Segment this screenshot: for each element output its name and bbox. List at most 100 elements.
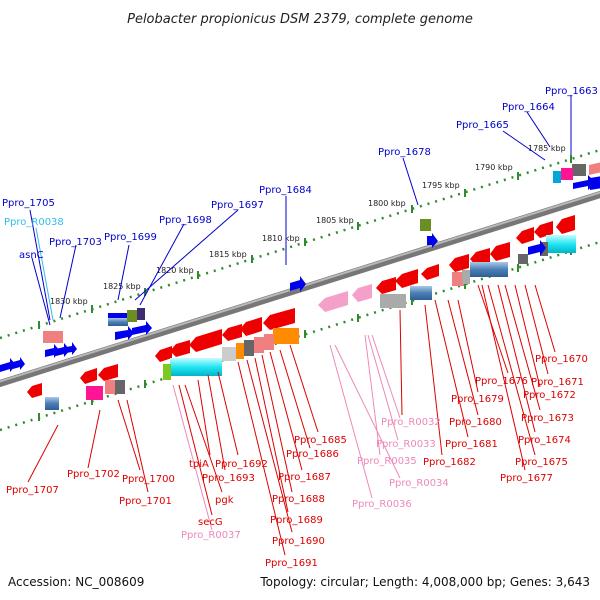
- gene-arrow[interactable]: [376, 277, 396, 294]
- gene-block[interactable]: [572, 164, 586, 176]
- gene-arrow[interactable]: [263, 308, 295, 330]
- gene-block[interactable]: [420, 219, 431, 231]
- gene-label[interactable]: Ppro_1674: [518, 435, 571, 446]
- gene-label[interactable]: Ppro_1681: [445, 439, 498, 450]
- gene-arrow[interactable]: [240, 317, 262, 336]
- gene-label[interactable]: Ppro_1693: [202, 473, 255, 484]
- gene-label[interactable]: Ppro_1702: [67, 469, 120, 480]
- gene-label[interactable]: Ppro_1663: [545, 86, 598, 97]
- gene-block[interactable]: [86, 386, 103, 400]
- gene-block[interactable]: [244, 340, 254, 356]
- gene-arrow[interactable]: [395, 269, 418, 288]
- gene-block[interactable]: [518, 254, 528, 264]
- gene-label[interactable]: Ppro_1697: [211, 200, 264, 211]
- gene-block[interactable]: [410, 286, 432, 300]
- gene-arrow[interactable]: [222, 324, 242, 341]
- gene-arrow[interactable]: [0, 358, 16, 372]
- gene-label[interactable]: Ppro_1675: [515, 457, 568, 468]
- gene-arrow[interactable]: [98, 364, 118, 381]
- gene-label[interactable]: Ppro_1705: [2, 198, 55, 209]
- gene-label[interactable]: Ppro_1665: [456, 120, 509, 131]
- gene-label[interactable]: Ppro_1676: [475, 376, 528, 387]
- gene-label[interactable]: Ppro_1664: [502, 102, 555, 113]
- gene-label[interactable]: Ppro_1689: [270, 515, 323, 526]
- gene-block[interactable]: [43, 331, 63, 343]
- gene-arrow[interactable]: [155, 346, 172, 362]
- gene-block[interactable]: [127, 310, 137, 322]
- gene-label[interactable]: Ppro_1703: [49, 237, 102, 248]
- gene-label[interactable]: Ppro_1691: [265, 558, 318, 569]
- gene-label[interactable]: tpiA: [189, 459, 209, 470]
- gene-block[interactable]: [163, 364, 171, 380]
- gene-label[interactable]: Ppro_1707: [6, 485, 59, 496]
- gene-block[interactable]: [380, 294, 406, 308]
- gene-arrow[interactable]: [66, 342, 77, 355]
- gene-label[interactable]: Ppro_1690: [272, 536, 325, 547]
- rna-arrow[interactable]: [318, 291, 348, 312]
- gene-label[interactable]: Ppro_1671: [531, 377, 584, 388]
- gene-block[interactable]: [236, 343, 244, 359]
- gene-label[interactable]: asnC: [19, 250, 44, 261]
- gene-label[interactable]: Ppro_1701: [119, 496, 172, 507]
- gene-arrow[interactable]: [189, 329, 222, 352]
- gene-arrow[interactable]: [449, 254, 469, 272]
- gene-label[interactable]: Ppro_1678: [378, 147, 431, 158]
- rna-label[interactable]: Ppro_R0034: [389, 478, 449, 489]
- gene-block[interactable]: [45, 397, 59, 410]
- gene-label[interactable]: Ppro_1677: [500, 473, 553, 484]
- gene-block[interactable]: [108, 318, 128, 326]
- gene-label[interactable]: Ppro_1700: [122, 474, 175, 485]
- gene-arrow[interactable]: [427, 233, 438, 248]
- gene-arrow[interactable]: [421, 264, 439, 280]
- gene-arrow[interactable]: [556, 215, 575, 234]
- gene-label[interactable]: Ppro_1685: [294, 435, 347, 446]
- gene-label[interactable]: Ppro_1684: [259, 185, 312, 196]
- rna-label[interactable]: Ppro_R0032: [381, 417, 441, 428]
- gene-label[interactable]: secG: [198, 517, 223, 528]
- gene-block[interactable]: [553, 171, 561, 183]
- gene-block[interactable]: [452, 272, 464, 286]
- gene-block[interactable]: [546, 235, 576, 253]
- gene-block[interactable]: [264, 334, 274, 350]
- gene-arrow[interactable]: [290, 276, 306, 292]
- gene-label[interactable]: Ppro_1679: [451, 394, 504, 405]
- gene-label[interactable]: Ppro_1687: [278, 472, 331, 483]
- gene-arrow[interactable]: [56, 343, 70, 357]
- gene-arrow[interactable]: [516, 227, 534, 244]
- gene-arrow[interactable]: [132, 321, 152, 335]
- gene-arrow[interactable]: [170, 340, 190, 357]
- gene-arrow[interactable]: [27, 383, 42, 398]
- gene-arrow[interactable]: [590, 176, 600, 190]
- gene-label[interactable]: Ppro_1692: [215, 459, 268, 470]
- rna-label[interactable]: Ppro_R0036: [352, 499, 412, 510]
- gene-label[interactable]: Ppro_1672: [523, 390, 576, 401]
- gene-label[interactable]: Ppro_1699: [104, 232, 157, 243]
- gene-label[interactable]: Ppro_1673: [521, 413, 574, 424]
- gene-block[interactable]: [137, 308, 145, 320]
- gene-arrow[interactable]: [528, 240, 546, 256]
- gene-label[interactable]: Ppro_1686: [286, 449, 339, 460]
- rna-arrow[interactable]: [352, 284, 372, 302]
- rna-label[interactable]: Ppro_R0037: [181, 530, 241, 541]
- gene-arrow[interactable]: [490, 242, 510, 261]
- gene-label[interactable]: Ppro_1680: [449, 417, 502, 428]
- gene-block[interactable]: [170, 358, 222, 376]
- gene-arrow[interactable]: [534, 221, 553, 238]
- gene-block[interactable]: [222, 347, 236, 361]
- rna-label[interactable]: Ppro_R0035: [357, 456, 417, 467]
- gene-arrow[interactable]: [13, 357, 25, 370]
- gene-block[interactable]: [254, 337, 264, 353]
- gene-block[interactable]: [273, 328, 299, 344]
- gene-arrow[interactable]: [470, 248, 490, 266]
- gene-block[interactable]: [105, 380, 115, 394]
- gene-label[interactable]: Ppro_1688: [272, 494, 325, 505]
- gene-arrow[interactable]: [589, 162, 600, 175]
- gene-label[interactable]: Ppro_1670: [535, 354, 588, 365]
- gene-arrow[interactable]: [80, 368, 97, 384]
- rna-label[interactable]: Ppro_R0033: [376, 439, 436, 450]
- rna-label[interactable]: Ppro_R0038: [4, 217, 64, 228]
- gene-block[interactable]: [462, 270, 470, 284]
- gene-block[interactable]: [561, 168, 573, 180]
- gene-label[interactable]: pgk: [215, 495, 234, 506]
- gene-label[interactable]: Ppro_1682: [423, 457, 476, 468]
